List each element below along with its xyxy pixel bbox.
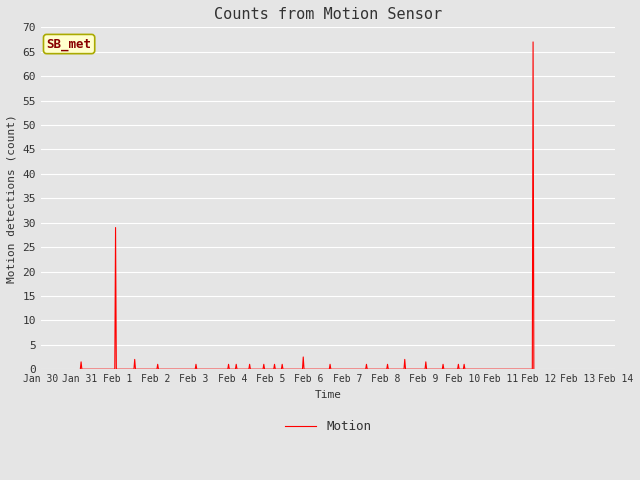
Line: Motion: Motion <box>80 42 534 369</box>
Legend: Motion: Motion <box>280 415 376 438</box>
X-axis label: Time: Time <box>315 390 342 400</box>
Y-axis label: Motion detections (count): Motion detections (count) <box>7 114 17 283</box>
Text: SB_met: SB_met <box>47 37 92 50</box>
Motion <box>278 361 286 367</box>
Motion <box>383 361 391 367</box>
Motion <box>76 366 84 372</box>
Motion <box>529 39 537 45</box>
Title: Counts from Motion Sensor: Counts from Motion Sensor <box>214 7 442 22</box>
Motion <box>232 361 240 367</box>
Motion <box>225 366 233 372</box>
Motion <box>271 366 279 372</box>
Motion <box>530 366 538 372</box>
Motion <box>529 366 536 372</box>
